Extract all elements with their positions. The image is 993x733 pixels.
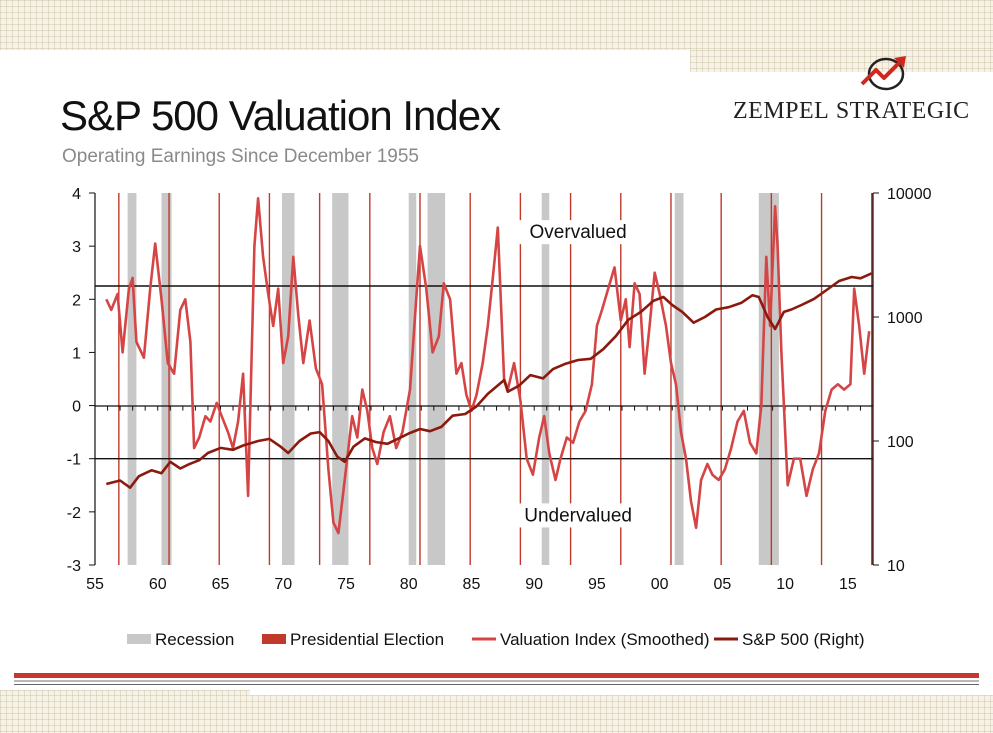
recession-bar-5 <box>427 193 446 565</box>
left-tick-label: 2 <box>72 292 81 309</box>
valuation-series-group <box>105 197 871 535</box>
brand-name-part1: Zempel <box>733 98 830 124</box>
recession-bar-7 <box>674 193 684 565</box>
axes-group <box>89 192 879 566</box>
right-tick-label: 10000 <box>887 186 932 203</box>
x-tick-label: 05 <box>714 576 732 593</box>
legend-label: Presidential Election <box>290 630 444 649</box>
right-tick-label: 1000 <box>887 310 923 327</box>
header-pattern-band <box>0 0 993 50</box>
x-tick-label: 85 <box>463 576 481 593</box>
valuation-index-line <box>105 197 871 535</box>
footer-rule-dark <box>14 684 979 685</box>
sp500-series-group <box>105 272 873 490</box>
left-tick-label: 3 <box>72 239 81 256</box>
footer-rule-grey <box>14 680 979 682</box>
x-tick-label: 10 <box>776 576 794 593</box>
left-tick-label: -3 <box>67 558 81 575</box>
brand-name: Zempel Strategic <box>733 98 970 125</box>
recession-bar-6 <box>541 193 550 565</box>
left-tick-label: 4 <box>72 186 81 203</box>
legend-swatch-election <box>262 634 286 644</box>
x-tick-label: 65 <box>212 576 230 593</box>
recession-bar-4 <box>408 193 417 565</box>
right-tick-label: 10 <box>887 558 905 575</box>
x-tick-label: 95 <box>588 576 606 593</box>
left-tick-label: -1 <box>67 452 81 469</box>
legend-label: Valuation Index (Smoothed) <box>500 630 709 649</box>
page-subtitle: Operating Earnings Since December 1955 <box>62 146 419 167</box>
annotation-label: Undervalued <box>524 505 632 526</box>
left-tick-label: 1 <box>72 345 81 362</box>
sp500-line <box>105 272 873 490</box>
recession-bar-0 <box>127 193 137 565</box>
chart-arrow-logo-icon <box>860 56 906 91</box>
legend: Recession Presidential Election Valuation … <box>127 630 865 649</box>
annotation-background <box>516 503 641 528</box>
brand-name-part2: Strategic <box>835 98 970 124</box>
recession-shading-group <box>127 193 779 565</box>
x-tick-label: 75 <box>337 576 355 593</box>
header-pattern-tab <box>690 50 993 72</box>
x-tick-label: 80 <box>400 576 418 593</box>
annotation-label: Overvalued <box>530 222 627 243</box>
threshold-lines-group <box>95 285 873 460</box>
left-tick-label: 0 <box>72 399 81 416</box>
annotation-background <box>516 220 641 245</box>
x-tick-label: 60 <box>149 576 167 593</box>
x-tick-label: 55 <box>86 576 104 593</box>
page-title: S&P 500 Valuation Index <box>60 92 501 139</box>
recession-bar-1 <box>161 193 172 565</box>
right-tick-label: 100 <box>887 434 914 451</box>
recession-bar-2 <box>281 193 295 565</box>
legend-label: S&P 500 (Right) <box>742 630 865 649</box>
annotations-group: Overvalued Undervalued <box>516 220 641 528</box>
election-lines-group <box>118 193 873 565</box>
legend-label: Recession <box>155 630 234 649</box>
x-tick-label: 00 <box>651 576 669 593</box>
legend-swatch-recession <box>127 634 151 644</box>
x-tick-label: 70 <box>274 576 292 593</box>
footer-pattern-band <box>0 695 993 733</box>
x-tick-label: 90 <box>525 576 543 593</box>
left-tick-label: -2 <box>67 505 81 522</box>
footer-rule-red <box>14 673 979 678</box>
x-tick-label: 15 <box>839 576 857 593</box>
